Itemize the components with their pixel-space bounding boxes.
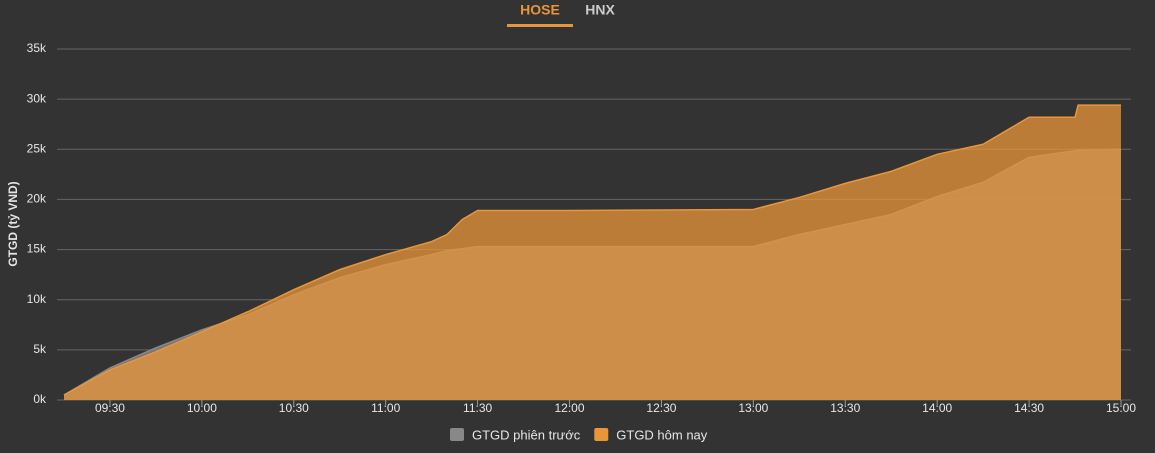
tab-active[interactable]: HOSE bbox=[520, 2, 560, 18]
x-tick-label: 13:30 bbox=[830, 401, 860, 415]
x-tick-label: 11:00 bbox=[371, 401, 400, 415]
x-tick-label: 13:00 bbox=[738, 401, 768, 415]
tab[interactable]: HNX bbox=[585, 2, 615, 18]
x-tick-label: 10:30 bbox=[279, 401, 309, 415]
x-tick-label: 10:00 bbox=[187, 401, 217, 415]
x-tick-label: 14:00 bbox=[922, 401, 952, 415]
x-tick-label: 11:30 bbox=[463, 401, 492, 415]
legend: GTGD phiên trước GTGD hôm nay bbox=[450, 427, 708, 442]
y-tick-label: 30k bbox=[27, 91, 47, 105]
x-tick-label: 12:30 bbox=[646, 401, 676, 415]
legend-swatch bbox=[594, 428, 609, 441]
x-tick-label: 15:00 bbox=[1106, 401, 1136, 415]
series-area bbox=[64, 105, 1121, 400]
tab-underline bbox=[507, 24, 573, 27]
legend-label: GTGD phiên trước bbox=[472, 427, 581, 442]
legend-item[interactable]: GTGD hôm nay bbox=[594, 427, 708, 442]
y-tick-label: 20k bbox=[27, 192, 47, 206]
x-tick-label: 09:30 bbox=[95, 401, 125, 415]
x-tick-label: 12:00 bbox=[555, 401, 585, 415]
legend-label: GTGD hôm nay bbox=[616, 427, 708, 442]
y-tick-label: 25k bbox=[27, 141, 47, 155]
y-tick-label: 0k bbox=[33, 392, 47, 406]
series-line bbox=[63, 104, 1121, 396]
y-tick-label: 10k bbox=[27, 292, 47, 306]
legend-item[interactable]: GTGD phiên trước bbox=[450, 427, 581, 442]
y-tick-label: 15k bbox=[27, 242, 47, 256]
legend-swatch bbox=[450, 428, 464, 441]
y-tick-label: 5k bbox=[33, 342, 47, 356]
y-axis-label: GTGD (tỷ VND) bbox=[6, 181, 20, 266]
y-tick-label: 35k bbox=[27, 41, 47, 55]
x-tick-label: 14:30 bbox=[1014, 401, 1044, 415]
